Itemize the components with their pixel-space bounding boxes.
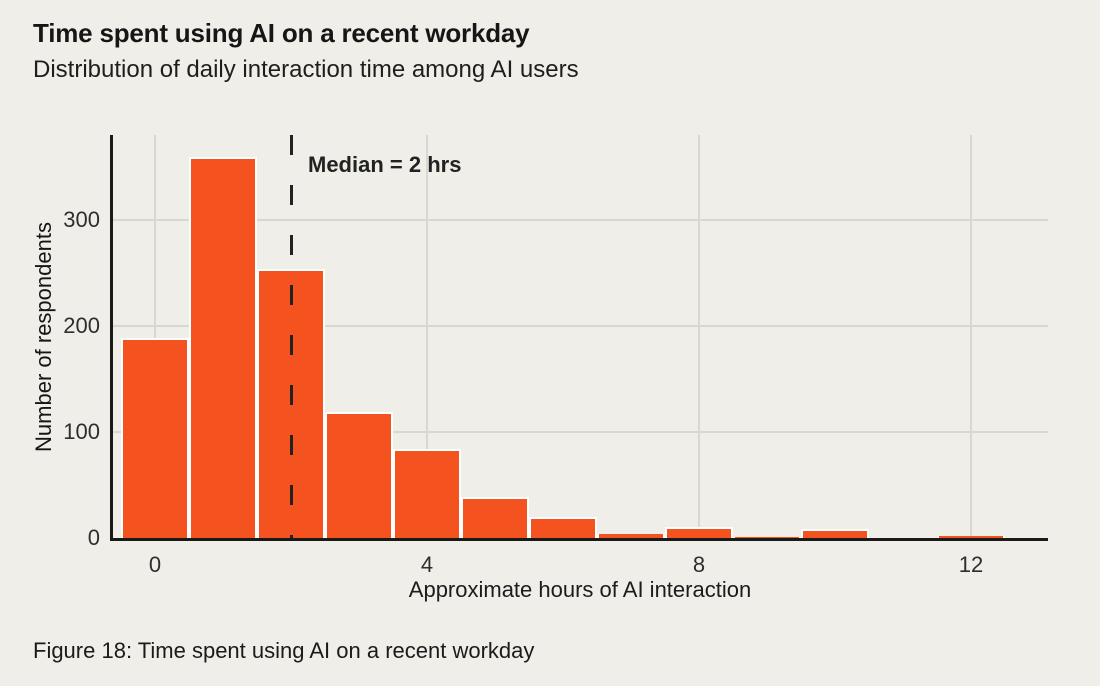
- x-tick-label-0: 0: [148, 552, 162, 577]
- bar-hour-7: [597, 533, 665, 539]
- bar-hour-10: [801, 529, 869, 539]
- median-reference-line: [289, 135, 293, 539]
- gridline-x-0: [154, 135, 156, 539]
- figure-caption: Figure 18: Time spent using AI on a rece…: [33, 638, 535, 663]
- chart-subtitle: Distribution of daily interaction time a…: [33, 56, 579, 83]
- bar-hour-8: [665, 527, 733, 539]
- bar-hour-1: [189, 157, 257, 539]
- x-axis-label: Approximate hours of AI interaction: [408, 577, 752, 602]
- y-axis-line: [110, 135, 113, 541]
- bottom-white-strip: [0, 686, 1100, 693]
- gridline-y-100: [112, 431, 1048, 433]
- gridline-y-300: [112, 219, 1048, 221]
- x-tick-label-8: 8: [692, 552, 706, 577]
- median-annotation: Median = 2 hrs: [308, 152, 462, 177]
- chart-title: Time spent using AI on a recent workday: [33, 18, 530, 48]
- bar-hour-4: [393, 448, 461, 539]
- y-tick-label-300: 300: [63, 207, 100, 232]
- gridline-x-8: [698, 135, 700, 539]
- bar-hour-9: [733, 536, 801, 539]
- x-axis-line: [110, 538, 1048, 541]
- gridline-x-4: [426, 135, 428, 539]
- y-tick-label-100: 100: [63, 419, 100, 444]
- y-tick-label-200: 200: [63, 313, 100, 338]
- bar-hour-12: [937, 535, 1005, 539]
- bar-hour-3: [325, 411, 393, 539]
- gridline-x-12: [970, 135, 972, 539]
- gridline-y-200: [112, 325, 1048, 327]
- plot-area: Median = 2 hrs: [112, 135, 1048, 539]
- x-tick-label-12: 12: [958, 552, 984, 577]
- bar-hour-0: [121, 337, 189, 539]
- bar-hour-5: [461, 496, 529, 539]
- x-tick-label-4: 4: [420, 552, 434, 577]
- y-tick-label-0: 0: [87, 525, 100, 550]
- bar-hour-6: [529, 516, 597, 539]
